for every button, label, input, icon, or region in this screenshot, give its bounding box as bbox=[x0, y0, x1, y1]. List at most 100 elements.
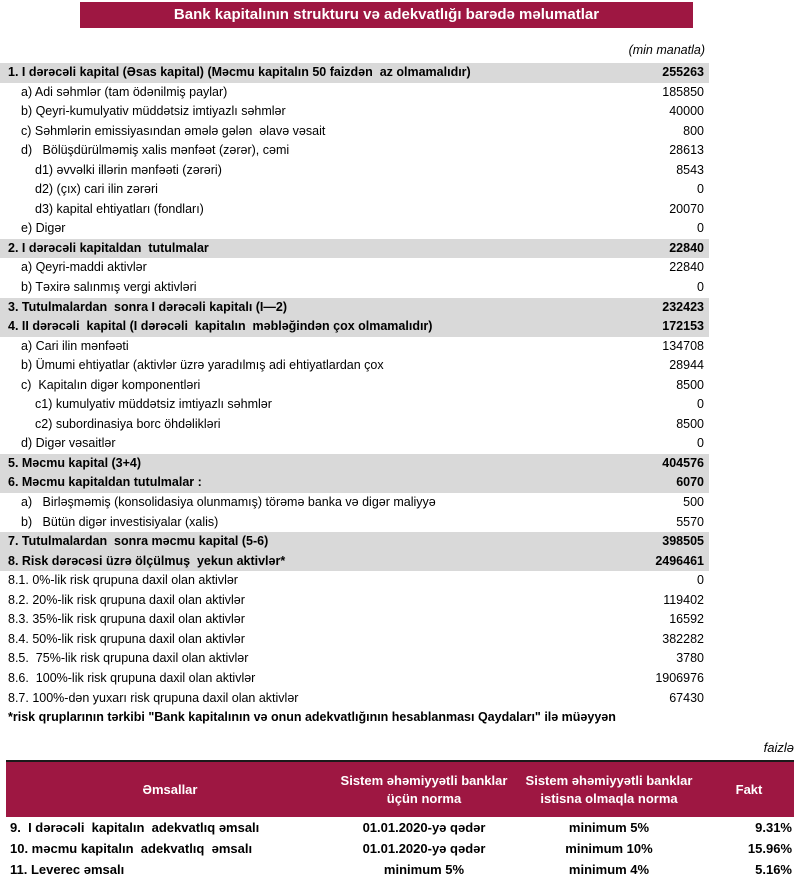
ratio-norm-systemic: 01.01.2020-yə qədər bbox=[362, 820, 486, 836]
ratios-header-emsallar: Əmsallar bbox=[142, 781, 198, 797]
ratio-table-row: 10. məcmu kapitalın adekvatlıq əmsalı 01.… bbox=[6, 838, 794, 859]
row-label: 2. I dərəcəli kapitaldan tutulmalar bbox=[8, 240, 209, 255]
capital-table-row: d1) əvvəlki illərin mənfəəti (zərəri) 854… bbox=[0, 161, 709, 181]
row-label: 8. Risk dərəcəsi üzrə ölçülmuş yekun akt… bbox=[8, 553, 286, 568]
row-value: 185850 bbox=[662, 84, 704, 99]
row-label: d) Bölüşdürülməmiş xalis mənfəət (zərər)… bbox=[21, 143, 290, 158]
ratio-norm-other: minimum 5% bbox=[568, 820, 650, 836]
capital-table-row: 8.6. 100%-lik risk qrupuna daxil olan ak… bbox=[0, 669, 709, 689]
capital-table-row: a) Cari ilin mənfəəti 134708 bbox=[0, 337, 709, 357]
row-value: 0 bbox=[697, 573, 704, 588]
row-value: 3780 bbox=[676, 651, 704, 666]
capital-table-row: 7. Tutulmalardan sonra məcmu kapital (5-… bbox=[0, 532, 709, 552]
row-label: 8.5. 75%-lik risk qrupuna daxil olan akt… bbox=[8, 651, 249, 666]
ratio-fact: 15.96% bbox=[747, 841, 792, 857]
row-value: 5570 bbox=[676, 514, 704, 529]
capital-table-row: 8.4. 50%-lik risk qrupuna daxil olan akt… bbox=[0, 630, 709, 650]
row-value: 67430 bbox=[669, 690, 704, 705]
capital-table-row: 8.1. 0%-lik risk qrupuna daxil olan akti… bbox=[0, 571, 709, 591]
ratios-header-row: Əmsallar Sistem əhəmiyyətli banklar üçün… bbox=[6, 760, 794, 818]
row-label: 8.6. 100%-lik risk qrupuna daxil olan ak… bbox=[8, 670, 256, 685]
ratio-fact: 9.31% bbox=[755, 820, 792, 836]
row-value: 20070 bbox=[669, 201, 704, 216]
row-label: c2) subordinasiya borc öhdəlikləri bbox=[35, 416, 221, 431]
row-label: a) Qeyri-maddi aktivlər bbox=[21, 260, 147, 275]
row-value: 0 bbox=[697, 182, 704, 197]
ratio-norm-systemic: 01.01.2020-yə qədər bbox=[362, 841, 486, 857]
capital-table-row: a) Birləşməmiş (konsolidasiya olunmamış)… bbox=[0, 493, 709, 513]
capital-table-row: 3. Tutulmalardan sonra I dərəcəli kapita… bbox=[0, 297, 709, 318]
row-value: 119402 bbox=[663, 592, 704, 607]
row-value: 255263 bbox=[662, 65, 704, 79]
ratio-label: 10. məcmu kapitalın adekvatlıq əmsalı bbox=[10, 841, 253, 857]
ratio-table-row: 9. I dərəcəli kapitalın adekvatlıq əmsal… bbox=[6, 817, 794, 838]
capital-structure-table: 1. I dərəcəli kapital (Əsas kapital) (Mə… bbox=[0, 63, 709, 708]
capital-table-row: 8.5. 75%-lik risk qrupuna daxil olan akt… bbox=[0, 649, 709, 669]
row-value: 22840 bbox=[669, 260, 704, 275]
ratio-label: 9. I dərəcəli kapitalın adekvatlıq əmsal… bbox=[10, 820, 260, 836]
row-label: 7. Tutulmalardan sonra məcmu kapital (5-… bbox=[8, 534, 269, 549]
ratios-body: 9. I dərəcəli kapitalın adekvatlıq əmsal… bbox=[6, 817, 794, 880]
capital-table-row: 8.3. 35%-lik risk qrupuna daxil olan akt… bbox=[0, 610, 709, 630]
capital-table-row: a) Adi səhmlər (tam ödənilmiş paylar) 185… bbox=[0, 83, 709, 103]
capital-table-row: e) Digər 0 bbox=[0, 219, 709, 239]
capital-table-row: b) Qeyri-kumulyativ müddətsiz imtiyazlı … bbox=[0, 102, 709, 122]
ratio-norm-systemic: minimum 5% bbox=[383, 862, 465, 878]
capital-table-row: 1. I dərəcəli kapital (Əsas kapital) (Mə… bbox=[0, 63, 709, 83]
row-label: b) Qeyri-kumulyativ müddətsiz imtiyazlı … bbox=[21, 104, 286, 119]
row-value: 0 bbox=[697, 221, 704, 236]
capital-table-row: 6. Məcmu kapitaldan tutulmalar : 6070 bbox=[0, 473, 709, 494]
percent-note: faizlə bbox=[763, 740, 794, 756]
row-label: d) Digər vəsaitlər bbox=[21, 436, 116, 451]
row-label: 5. Məcmu kapital (3+4) bbox=[8, 455, 142, 470]
row-value: 0 bbox=[697, 397, 704, 412]
row-label: b) Təxirə salınmış vergi aktivləri bbox=[21, 280, 197, 295]
row-value: 28613 bbox=[669, 143, 704, 158]
ratio-label: 11. Leverec əmsalı bbox=[10, 862, 125, 878]
capital-table-row: d) Bölüşdürülməmiş xalis mənfəət (zərər)… bbox=[0, 141, 709, 161]
row-value: 8500 bbox=[676, 377, 704, 392]
capital-table-row: c1) kumulyativ müddətsiz imtiyazlı səhml… bbox=[0, 395, 709, 415]
row-label: b) Ümumi ehtiyatlar (aktivlər üzrə yarad… bbox=[21, 358, 384, 373]
ratios-header-norm-other: Sistem əhəmiyyətli banklar istisna olmaq… bbox=[525, 773, 693, 806]
row-value: 1906976 bbox=[655, 670, 704, 685]
row-label: a) Adi səhmlər (tam ödənilmiş paylar) bbox=[21, 84, 228, 99]
capital-table-row: 8. Risk dərəcəsi üzrə ölçülmuş yekun akt… bbox=[0, 551, 709, 572]
capital-table-row: c) Səhmlərin emissiyasından əmələ gələn … bbox=[0, 122, 709, 142]
capital-table-row: c) Kapitalın digər komponentləri 8500 bbox=[0, 376, 709, 396]
row-label: a) Cari ilin mənfəəti bbox=[21, 338, 129, 353]
row-label: 1. I dərəcəli kapital (Əsas kapital) (Mə… bbox=[8, 65, 471, 79]
row-value: 8543 bbox=[676, 162, 704, 177]
row-label: 8.2. 20%-lik risk qrupuna daxil olan akt… bbox=[8, 592, 245, 607]
row-value: 0 bbox=[697, 280, 704, 295]
row-value: 16592 bbox=[669, 612, 704, 627]
capital-table-row: 5. Məcmu kapital (3+4) 404576 bbox=[0, 453, 709, 474]
row-label: d2) (çıx) cari ilin zərəri bbox=[35, 182, 158, 197]
capital-table-row: a) Qeyri-maddi aktivlər 22840 bbox=[0, 258, 709, 278]
row-label: e) Digər bbox=[21, 221, 66, 236]
unit-note: (min manatla) bbox=[628, 43, 705, 57]
capital-table-row: 4. II dərəcəli kapital (I dərəcəli kapit… bbox=[0, 317, 709, 337]
row-label: a) Birləşməmiş (konsolidasiya olunmamış)… bbox=[21, 495, 436, 510]
row-label: c1) kumulyativ müddətsiz imtiyazlı səhml… bbox=[35, 397, 272, 412]
capital-table-row: 8.7. 100%-dən yuxarı risk qrupuna daxil … bbox=[0, 689, 709, 709]
capital-table-row: 2. I dərəcəli kapitaldan tutulmalar 22840 bbox=[0, 238, 709, 259]
ratios-header-fact: Fakt bbox=[735, 781, 763, 797]
row-label: 8.4. 50%-lik risk qrupuna daxil olan akt… bbox=[8, 631, 245, 646]
row-label: b) Bütün digər investisiyalar (xalis) bbox=[21, 514, 219, 529]
row-label: d3) kapital ehtiyatları (fondları) bbox=[35, 201, 204, 216]
row-value: 134708 bbox=[662, 338, 704, 353]
row-label: c) Səhmlərin emissiyasından əmələ gələn … bbox=[21, 123, 326, 138]
row-value: 0 bbox=[697, 436, 704, 451]
row-label: 8.3. 35%-lik risk qrupuna daxil olan akt… bbox=[8, 612, 245, 627]
row-label: 4. II dərəcəli kapital (I dərəcəli kapit… bbox=[8, 319, 433, 334]
row-value: 172153 bbox=[662, 319, 704, 334]
capital-table-row: b) Ümumi ehtiyatlar (aktivlər üzrə yarad… bbox=[0, 356, 709, 376]
row-value: 22840 bbox=[669, 240, 704, 255]
row-value: 8500 bbox=[676, 416, 704, 431]
row-value: 28944 bbox=[669, 358, 704, 373]
ratio-norm-other: minimum 4% bbox=[568, 862, 650, 878]
capital-table-row: b) Bütün digər investisiyalar (xalis) 557… bbox=[0, 513, 709, 533]
adequacy-ratios-table: Əmsallar Sistem əhəmiyyətli banklar üçün… bbox=[6, 760, 794, 880]
row-label: 8.1. 0%-lik risk qrupuna daxil olan akti… bbox=[8, 573, 238, 588]
